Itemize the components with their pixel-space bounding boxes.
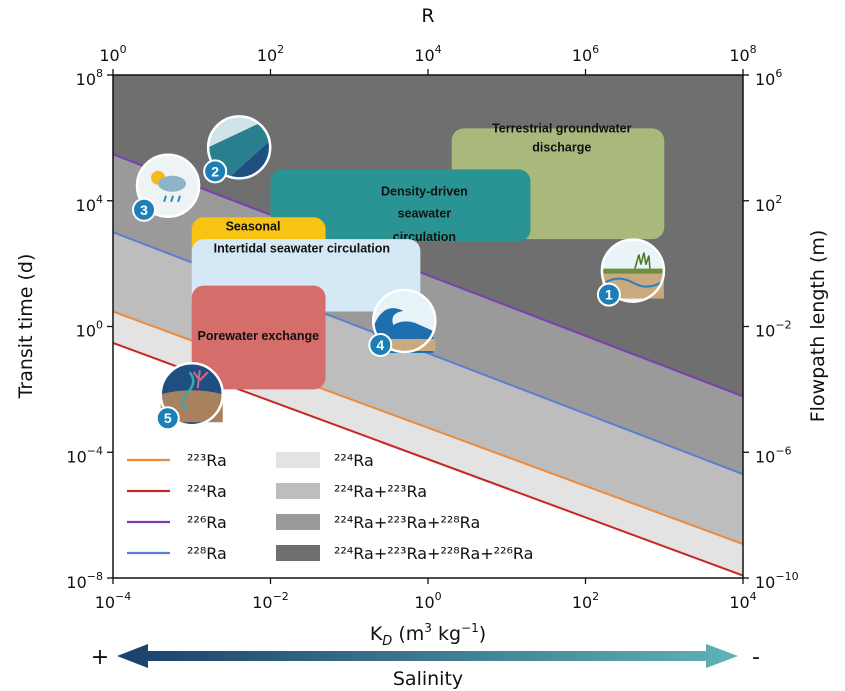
process-regions: Terrestrial groundwater discharge Density-… <box>191 121 665 390</box>
salinity-gradient-arrow <box>117 644 738 668</box>
region-label-1-1: Terrestrial groundwater <box>492 121 632 135</box>
intertidal-wave-icon: 4 <box>368 288 437 357</box>
legend-swatch-4 <box>276 545 320 561</box>
top-tick-label-2: 102 <box>257 43 284 65</box>
density-driven-circulation-icon: 2 <box>203 115 272 184</box>
icon-ring <box>600 238 666 303</box>
icon-ring <box>372 288 437 354</box>
coral <box>192 370 209 389</box>
icon-badge-number: 4 <box>376 337 384 353</box>
region-label-4-1: Intertidal seawater circulation <box>214 242 390 256</box>
region-box-5 <box>191 285 326 390</box>
icon-badge-number: 5 <box>164 410 172 426</box>
y-tick-label-1: 10−8 <box>66 570 103 592</box>
region-label-2-2: seawater <box>398 206 452 220</box>
legend-swatch-label-2: ²²⁴Ra+²²³Ra <box>334 482 427 501</box>
cloud <box>158 175 187 192</box>
legend-swatch-2 <box>276 483 320 499</box>
right-tick-label-1: 10−10 <box>755 570 799 592</box>
y-axis-title: Transit time (d) <box>15 254 37 400</box>
top-axis-title: R <box>421 5 434 27</box>
process-icons: 1 2 3 4 5 <box>132 115 666 431</box>
top-tick-label-5: 108 <box>729 43 756 65</box>
legend-swatch-label-4: ²²⁴Ra+²²³Ra+²²⁸Ra+²²⁶Ra <box>334 544 533 563</box>
top-tick-label-4: 106 <box>572 43 599 65</box>
right-tick-label-5: 106 <box>755 67 782 89</box>
seasonal-weather-icon: 3 <box>132 153 201 222</box>
legend-swatch-label-3: ²²⁴Ra+²²³Ra+²²⁸Ra <box>334 513 480 532</box>
y-tick-label-3: 100 <box>76 319 103 341</box>
salinity-label: Salinity <box>393 668 463 690</box>
region-label-5-1: Porewater exchange <box>198 329 320 343</box>
legend: ²²³Ra ²²⁴Ra ²²⁶Ra ²²⁸Ra ²²⁴Ra ²²⁴Ra+²²³Ra ²²⁴R… <box>127 451 533 563</box>
icon-badge-number: 1 <box>605 287 613 303</box>
icon-ring <box>159 361 224 427</box>
region-label-3-1: Seasonal <box>226 220 281 234</box>
legend-line-label-1: ²²³Ra <box>187 451 227 470</box>
region-label-1-2: discharge <box>532 140 591 154</box>
salinity-plus: + <box>91 645 109 670</box>
rain <box>163 195 181 203</box>
groundwater-discharge-icon: 1 <box>596 238 666 307</box>
y-tick-label-2: 10−4 <box>66 444 103 466</box>
top-tick-label-1: 100 <box>99 43 126 65</box>
icon-badge <box>155 406 180 431</box>
groundwater-flow <box>604 277 662 288</box>
x-tick-label-4: 102 <box>572 590 599 612</box>
grass-blades <box>634 252 651 269</box>
right-tick-label-3: 10−2 <box>755 319 792 341</box>
y-tick-label-4: 104 <box>76 193 103 215</box>
x-tick-label-5: 104 <box>729 590 756 612</box>
x-axis-title: KD (m3 kg−1) <box>370 621 486 649</box>
top-tick-label-3: 104 <box>414 43 441 65</box>
legend-line-label-2: ²²⁴Ra <box>187 482 227 501</box>
right-tick-label-4: 102 <box>755 193 782 215</box>
legend-swatch-label-1: ²²⁴Ra <box>334 451 374 470</box>
icon-badge-number: 3 <box>140 202 148 218</box>
region-5: Porewater exchange <box>191 285 326 390</box>
legend-line-label-4: ²²⁸Ra <box>187 544 227 563</box>
icon-badge <box>596 282 621 307</box>
legend-swatch-1 <box>276 452 320 468</box>
legend-swatch-3 <box>276 514 320 530</box>
x-tick-label-3: 100 <box>414 590 441 612</box>
x-tick-label-2: 10−2 <box>252 590 289 612</box>
y-tick-label-5: 108 <box>76 67 103 89</box>
icon-badge <box>203 159 228 184</box>
icon-badge-number: 2 <box>211 163 219 179</box>
icon-ring <box>135 153 201 219</box>
x-tick-label-1: 10−4 <box>95 590 132 612</box>
icon-ring <box>206 115 272 180</box>
icon-badge <box>368 332 393 357</box>
porewater-sediment-icon: 5 <box>155 361 224 431</box>
series-line-3 <box>113 153 743 398</box>
burrow <box>181 371 195 412</box>
region-label-2-1: Density-driven <box>381 184 468 198</box>
right-tick-label-2: 10−6 <box>755 444 792 466</box>
region-box-2 <box>270 169 531 242</box>
salinity-minus: - <box>752 645 760 670</box>
grass-layer <box>601 268 664 274</box>
right-axis-title: Flowpath length (m) <box>807 230 829 423</box>
legend-line-label-3: ²²⁶Ra <box>187 513 227 532</box>
icon-badge <box>132 197 157 222</box>
salinity-arrow: + - Salinity <box>91 644 760 690</box>
